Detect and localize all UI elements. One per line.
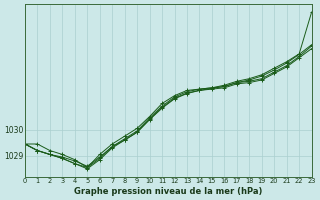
X-axis label: Graphe pression niveau de la mer (hPa): Graphe pression niveau de la mer (hPa)	[74, 187, 262, 196]
